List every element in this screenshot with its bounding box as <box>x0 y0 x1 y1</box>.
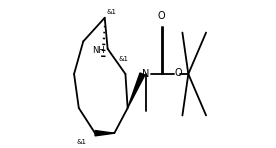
Text: N: N <box>142 69 150 79</box>
Text: O: O <box>158 11 166 21</box>
Text: &1: &1 <box>119 56 129 62</box>
Polygon shape <box>95 131 114 136</box>
Text: &1: &1 <box>107 9 117 15</box>
Polygon shape <box>128 73 145 108</box>
Text: NH: NH <box>92 46 104 55</box>
Text: &1: &1 <box>76 139 87 145</box>
Text: O: O <box>174 67 182 78</box>
